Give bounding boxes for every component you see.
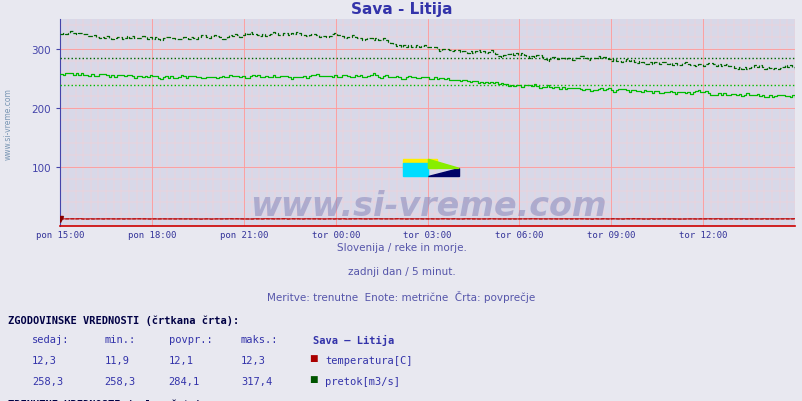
Text: maks.:: maks.: [241,334,278,344]
Text: 12,3: 12,3 [32,355,57,365]
Text: TRENUTNE VREDNOSTI (polna črta):: TRENUTNE VREDNOSTI (polna črta): [8,399,208,401]
Text: pon 21:00: pon 21:00 [220,231,268,239]
Text: 11,9: 11,9 [104,355,129,365]
Text: temperatura[C]: temperatura[C] [325,355,412,365]
Bar [403,164,428,176]
Text: www.si-vreme.com: www.si-vreme.com [250,189,606,223]
Text: tor 12:00: tor 12:00 [678,231,727,239]
Text: tor 03:00: tor 03:00 [403,231,452,239]
Text: pon 18:00: pon 18:00 [128,231,176,239]
Text: pretok[m3/s]: pretok[m3/s] [325,376,399,386]
Text: ■: ■ [309,353,318,362]
Text: 258,3: 258,3 [104,376,136,386]
Text: tor 09:00: tor 09:00 [586,231,634,239]
Text: min.:: min.: [104,334,136,344]
Text: www.si-vreme.com: www.si-vreme.com [3,87,13,159]
Text: tor 00:00: tor 00:00 [311,231,359,239]
Text: ■: ■ [309,374,318,383]
Text: sedaj:: sedaj: [32,334,70,344]
Text: Meritve: trenutne  Enote: metrične  Črta: povprečje: Meritve: trenutne Enote: metrične Črta: … [267,291,535,303]
Polygon shape [428,160,459,169]
Text: Sava – Litija: Sava – Litija [313,334,394,345]
Polygon shape [428,169,459,176]
Text: 12,3: 12,3 [241,355,265,365]
Text: 258,3: 258,3 [32,376,63,386]
Text: 284,1: 284,1 [168,376,200,386]
Bar [403,160,436,169]
Text: 317,4: 317,4 [241,376,272,386]
Text: ZGODOVINSKE VREDNOSTI (črtkana črta):: ZGODOVINSKE VREDNOSTI (črtkana črta): [8,315,239,325]
Text: 12,1: 12,1 [168,355,193,365]
Text: pon 15:00: pon 15:00 [36,231,84,239]
Text: zadnji dan / 5 minut.: zadnji dan / 5 minut. [347,267,455,277]
Text: tor 06:00: tor 06:00 [495,231,543,239]
Text: Sava - Litija: Sava - Litija [350,2,452,17]
Text: povpr.:: povpr.: [168,334,212,344]
Text: Slovenija / reke in morje.: Slovenija / reke in morje. [336,243,466,253]
